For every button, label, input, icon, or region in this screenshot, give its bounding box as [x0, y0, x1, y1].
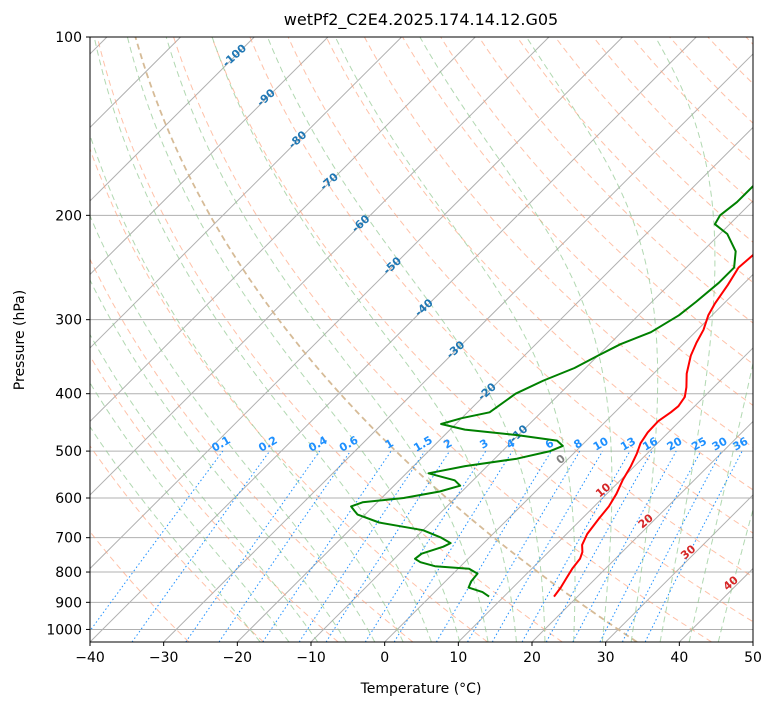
y-tick-label: 800: [55, 565, 82, 581]
dry-adiabat-line: [363, 37, 753, 448]
moist-adiabat-line: [525, 37, 659, 642]
mixing-ratio-line: [491, 450, 603, 642]
chart-title: wetPf2_C2E4.2025.174.14.12.G05: [284, 10, 558, 30]
moist-adiabat-line: [419, 37, 613, 642]
y-tick-label: 500: [55, 444, 82, 460]
moist-adiabat-line: [90, 333, 319, 642]
isotherm-line: [90, 37, 402, 349]
mixing-ratio-line: [393, 450, 513, 642]
moist-adiabat-line: [165, 37, 489, 642]
moist-adiabat-line: [267, 37, 546, 642]
dry-adiabat-line: [478, 37, 753, 324]
x-axis: −40 −30 −20 −10 0 10 20 30 40 50: [75, 642, 762, 666]
x-tick-label: −20: [223, 650, 253, 666]
mixing-ratio-line: [131, 450, 271, 642]
y-tick-label: 900: [55, 595, 82, 611]
isotherm-line: [384, 273, 753, 642]
mixing-ratio-line: [572, 450, 677, 642]
isotherm-line: [457, 347, 753, 642]
y-tick-label: 600: [55, 491, 82, 507]
y-tick-label: 1000: [46, 622, 82, 638]
x-tick-label: 30: [597, 650, 615, 666]
moist-adiabat-line: [654, 37, 716, 642]
profile-series: [350, 184, 753, 598]
isotherm-line: [90, 37, 476, 423]
moist-adiabat-line: [90, 425, 261, 642]
mixing-ratio-line: [521, 450, 631, 642]
isotherm-line: [90, 37, 623, 570]
moist-adiabat-line: [90, 133, 404, 642]
dry-adiabat-line: [287, 37, 753, 534]
mixing-ratio-line: [364, 450, 487, 642]
temperature-profile-line: [553, 253, 753, 598]
y-tick-label: 700: [55, 531, 82, 547]
moist-adiabat-line: [334, 37, 576, 642]
dry-adiabat-line: [516, 37, 753, 284]
moist-adiabat-line: [93, 37, 432, 642]
dry-adiabat-line: [211, 37, 753, 623]
dry-adiabat-line: [134, 37, 638, 642]
x-tick-label: −30: [149, 650, 179, 666]
moist-adiabat-line: [717, 507, 753, 642]
dry-adiabat-line: [90, 445, 264, 642]
moist-adiabat-line: [90, 381, 290, 642]
mixing-ratio-line: [185, 450, 321, 642]
isotherm-line: [90, 37, 550, 496]
dry-adiabat-line: [402, 37, 753, 406]
dry-adiabat-line: [249, 37, 753, 578]
isotherm-line: [163, 53, 753, 642]
y-tick-label: 400: [55, 387, 82, 403]
background-lines: [90, 37, 753, 642]
moist-adiabat-line: [688, 361, 753, 642]
y-tick-label: 200: [55, 208, 82, 224]
x-tick-label: −10: [296, 650, 326, 666]
isotherm-line: [90, 37, 329, 276]
mixing-ratio-line: [467, 450, 581, 642]
x-tick-label: 50: [744, 650, 762, 666]
y-tick-label: 100: [55, 30, 82, 46]
y-tick-label: 300: [55, 313, 82, 329]
isotherm-line: [90, 37, 697, 642]
dry-adiabat-line: [592, 37, 753, 203]
isotherm-line: [605, 494, 753, 642]
x-tick-label: −40: [75, 650, 105, 666]
dry-adiabat-line: [631, 37, 753, 164]
isotherm-line: [531, 420, 753, 642]
dry-adiabat-line: [96, 37, 563, 642]
mixing-ratio-line: [218, 450, 351, 642]
moist-adiabat-line: [126, 37, 461, 642]
x-axis-label: Temperature (°C): [360, 681, 482, 697]
plot-frame: [89, 36, 754, 643]
y-axis: 100 200 300 400 500 600 700 800 900 1000: [46, 30, 90, 638]
isotherm-line: [236, 126, 753, 642]
dry-adiabat-line: [325, 37, 753, 491]
mixing-ratio-line: [435, 450, 552, 642]
x-tick-label: 0: [380, 650, 389, 666]
x-tick-label: 20: [523, 650, 541, 666]
mixing-ratio-line: [325, 450, 451, 642]
mixing-ratio-line: [545, 450, 653, 642]
isotherm-line: [90, 37, 255, 202]
y-axis-label: Pressure (hPa): [12, 290, 28, 390]
x-tick-label: 40: [670, 650, 688, 666]
dry-adiabat-line: [90, 258, 414, 642]
moist-adiabat-line: [211, 37, 517, 642]
dry-adiabat-line: [173, 37, 712, 642]
dewpoint-profile-line: [350, 184, 753, 598]
moist-adiabat-line: [90, 214, 376, 642]
moist-adiabat-line: [90, 278, 347, 642]
x-tick-label: 10: [449, 650, 467, 666]
